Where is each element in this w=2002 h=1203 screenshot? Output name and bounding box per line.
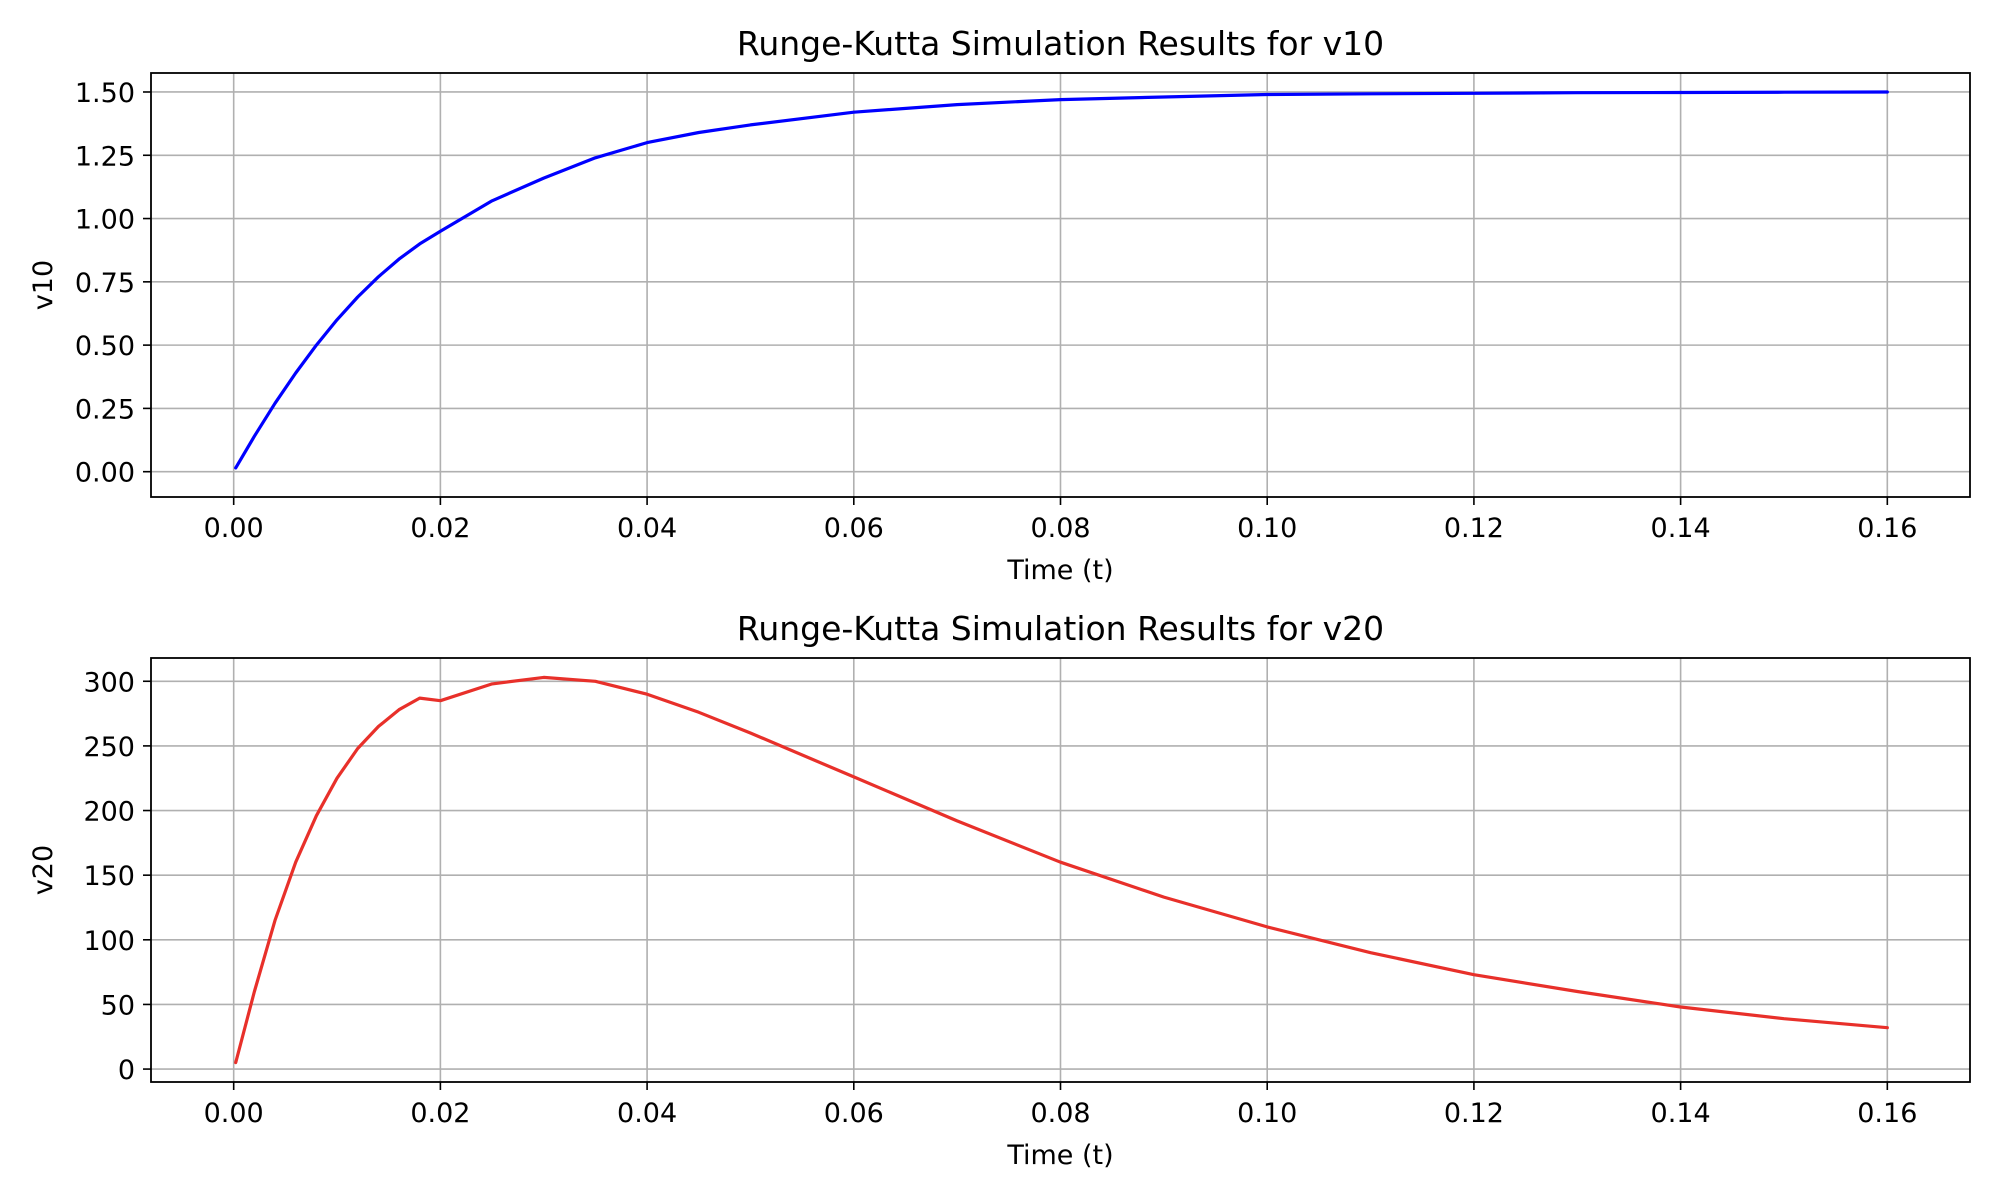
y-tick-label: 200 <box>83 797 135 828</box>
y-tick-label: 0.00 <box>75 458 135 489</box>
x-axis-label: Time (t) <box>1006 1140 1113 1171</box>
y-tick-label: 150 <box>83 861 135 892</box>
x-axis-label: Time (t) <box>1006 555 1113 586</box>
y-tick-label: 0 <box>118 1055 135 1086</box>
y-tick-label: 300 <box>83 667 135 698</box>
y-tick-label: 1.50 <box>75 78 135 109</box>
subplot-v10: 0.00 0.02 0.04 0.06 0.08 0.10 0.12 0.14 0.16 0.00… <box>28 24 1971 586</box>
x-tick-label: 0.02 <box>410 1098 470 1129</box>
grid <box>151 658 1970 1082</box>
y-tick-label: 1.25 <box>75 141 135 172</box>
x-tick-label: 0.14 <box>1651 513 1711 544</box>
x-tick-label: 0.12 <box>1444 513 1504 544</box>
x-tick-label: 0.10 <box>1237 513 1297 544</box>
x-tick-label: 0.04 <box>617 513 677 544</box>
series-line <box>234 675 1889 1065</box>
x-tick-label: 0.06 <box>824 513 884 544</box>
tick-group: 0.00 0.02 0.04 0.06 0.08 0.10 0.12 0.14 0.16 0.00… <box>75 78 1918 544</box>
x-tick-label: 0.02 <box>410 513 470 544</box>
series-line <box>234 90 1889 470</box>
subplot-v20: 0.00 0.02 0.04 0.06 0.08 0.10 0.12 0.14 0.16 0 50 1… <box>28 609 1971 1171</box>
y-tick-label: 1.00 <box>75 205 135 236</box>
grid <box>151 73 1970 497</box>
x-tick-label: 0.16 <box>1857 513 1917 544</box>
x-tick-label: 0.00 <box>204 1098 264 1129</box>
x-tick-label: 0.12 <box>1444 1098 1504 1129</box>
x-tick-label: 0.00 <box>204 513 264 544</box>
x-tick-label: 0.16 <box>1857 1098 1917 1129</box>
y-tick-label: 0.50 <box>75 331 135 362</box>
series-group <box>234 675 1889 1065</box>
y-tick-label: 0.75 <box>75 268 135 299</box>
chart-title: Runge-Kutta Simulation Results for v20 <box>737 609 1384 648</box>
x-tick-label: 0.10 <box>1237 1098 1297 1129</box>
y-tick-label: 100 <box>83 926 135 957</box>
y-tick-label: 50 <box>101 990 135 1021</box>
tick-group: 0.00 0.02 0.04 0.06 0.08 0.10 0.12 0.14 0.16 0 50 1… <box>83 667 1917 1129</box>
x-tick-label: 0.06 <box>824 1098 884 1129</box>
y-tick-label: 0.25 <box>75 394 135 425</box>
y-axis-label: v10 <box>28 260 59 310</box>
y-tick-label: 250 <box>83 732 135 763</box>
x-tick-label: 0.04 <box>617 1098 677 1129</box>
series-group <box>234 90 1889 470</box>
y-axis-label: v20 <box>28 845 59 895</box>
x-tick-label: 0.08 <box>1030 1098 1090 1129</box>
x-tick-label: 0.14 <box>1651 1098 1711 1129</box>
x-tick-label: 0.08 <box>1030 513 1090 544</box>
chart-title: Runge-Kutta Simulation Results for v10 <box>737 24 1384 63</box>
